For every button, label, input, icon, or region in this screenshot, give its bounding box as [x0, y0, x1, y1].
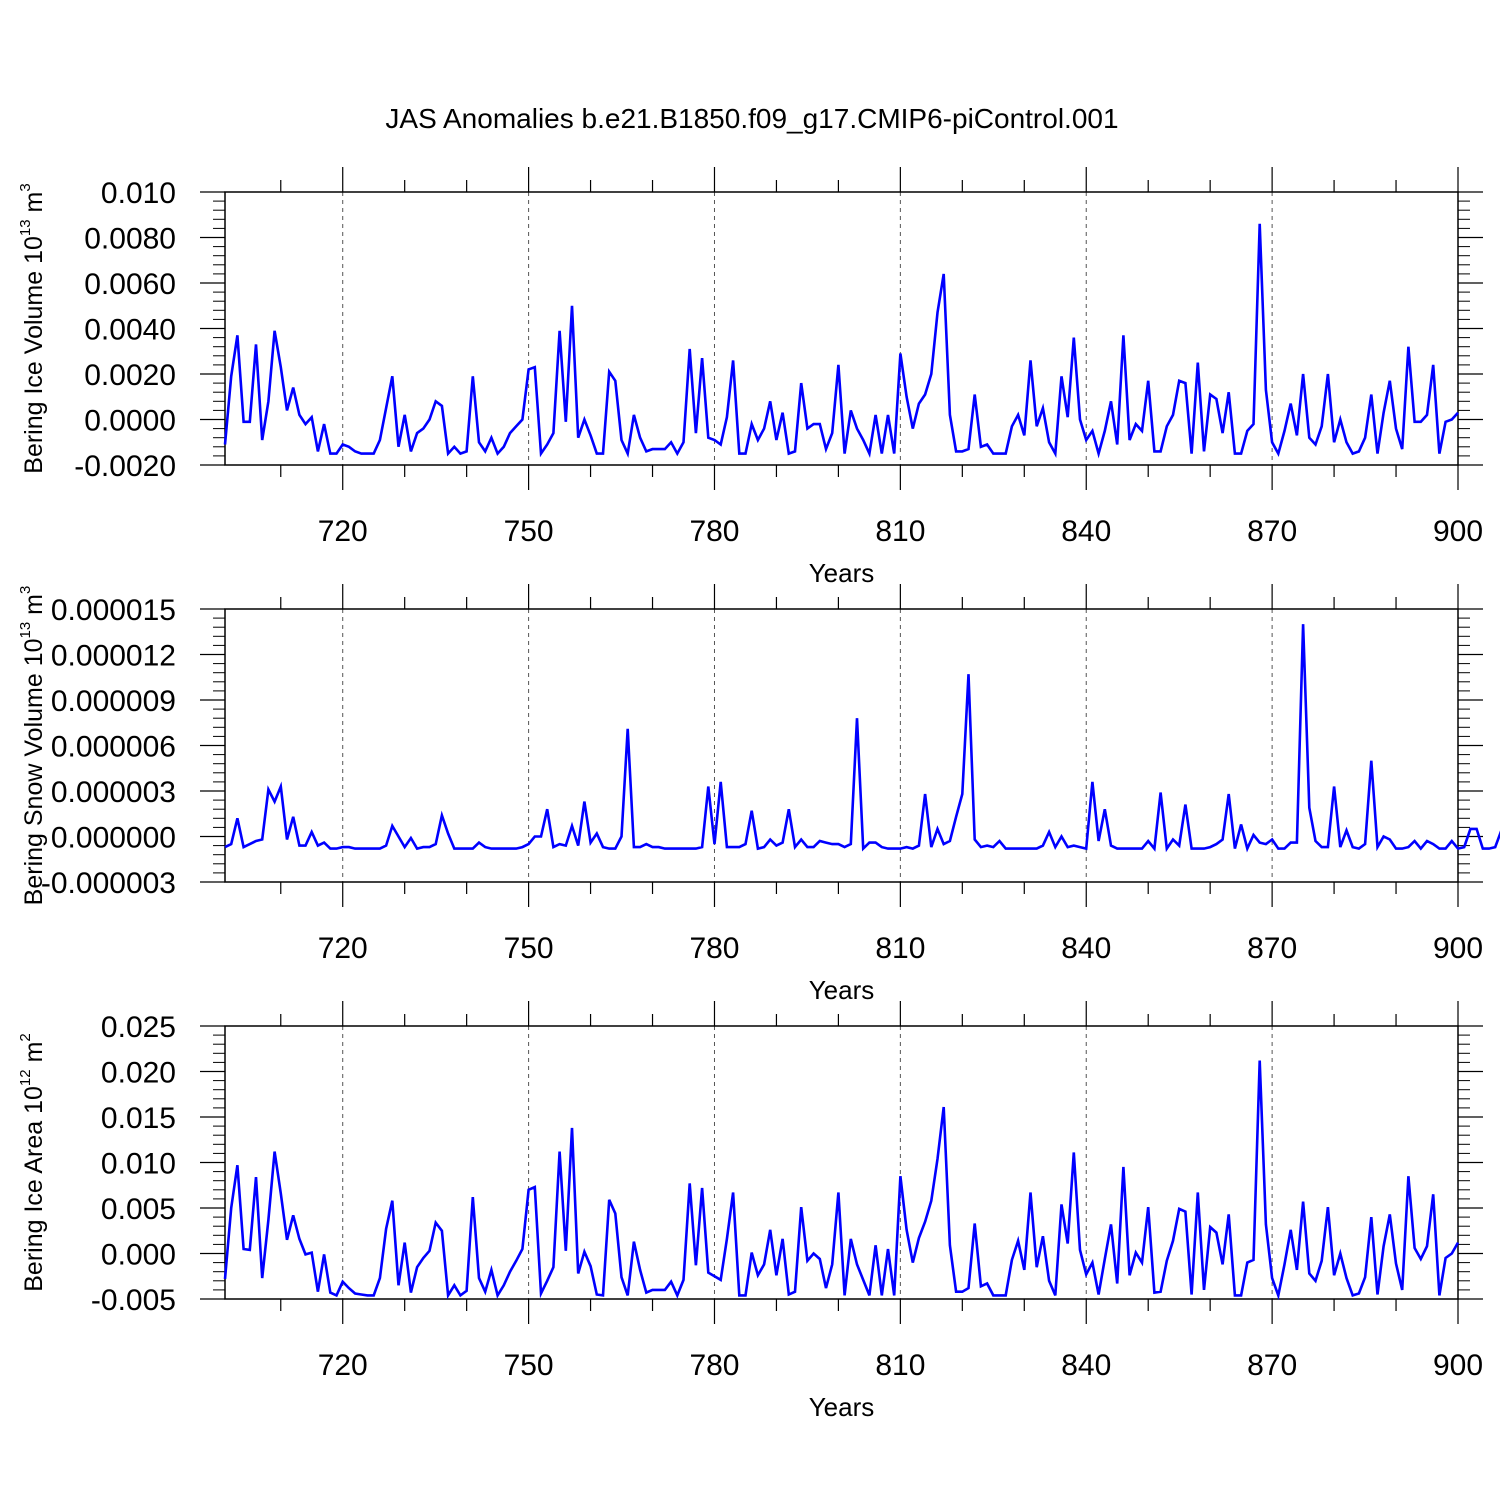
chart-panel-1: -0.0020 0.0000 0.0020 0.0040 0.0060 0.0080 0.0… — [17, 167, 1483, 588]
chart-panels: -0.0020 0.0000 0.0020 0.0040 0.0060 0.0080 0.0… — [17, 167, 1500, 1422]
y-tick-label: 0.000006 — [51, 731, 176, 764]
y-tick-label: 0.010 — [101, 1148, 176, 1181]
y-tick-label: 0.000012 — [51, 640, 176, 673]
x-tick-label: 720 — [318, 515, 368, 548]
x-tick-label: 840 — [1061, 1349, 1111, 1382]
x-tick-label: 750 — [504, 515, 554, 548]
chart-panel-2: -0.000003 0.000000 0.000003 0.000006 0.00000… — [17, 584, 1500, 1005]
y-tick-label: 0.000015 — [51, 594, 176, 627]
x-tick-label: 810 — [875, 1349, 925, 1382]
figure-title: JAS Anomalies b.e21.B1850.f09_g17.CMIP6-… — [385, 103, 1118, 134]
x-tick-label: 810 — [875, 515, 925, 548]
y-tick-label: 0.000003 — [51, 776, 176, 809]
x-tick-label: 900 — [1433, 932, 1483, 965]
y-axis-label-part: Bering Snow Volume 10 — [20, 638, 48, 905]
x-axis-label: Years — [809, 558, 875, 588]
y-tick-label: 0.000009 — [51, 685, 176, 718]
y-tick-label: 0.0060 — [84, 268, 176, 301]
y-tick-label: -0.0020 — [74, 450, 176, 483]
y-tick-label: 0.000 — [101, 1239, 176, 1272]
x-axis-label: Years — [809, 1392, 875, 1422]
y-axis-label-part: Bering Ice Area 10 — [20, 1086, 48, 1292]
y-axis-label-part: Bering Ice Volume 10 — [20, 236, 48, 474]
x-tick-label: 810 — [875, 932, 925, 965]
y-axis-label: Bering Ice Area 1012 m2 — [17, 1033, 48, 1292]
y-tick-label: 0.010 — [101, 177, 176, 210]
x-tick-label: 720 — [318, 932, 368, 965]
y-axis-label: Bering Snow Volume 1013 m3 — [17, 586, 48, 906]
y-tick-label: 0.005 — [101, 1193, 176, 1226]
y-tick-label: 0.000000 — [51, 822, 176, 855]
data-series-line — [224, 624, 1500, 853]
y-tick-label: 0.0000 — [84, 405, 176, 438]
x-tick-label: 840 — [1061, 932, 1111, 965]
x-tick-label: 900 — [1433, 515, 1483, 548]
y-tick-label: 0.025 — [101, 1011, 176, 1044]
y-tick-label: 0.015 — [101, 1102, 176, 1135]
x-tick-label: 780 — [689, 515, 739, 548]
y-axis-label-part: 3 — [17, 183, 34, 191]
y-tick-label: 0.020 — [101, 1057, 176, 1090]
x-tick-label: 780 — [689, 1349, 739, 1382]
y-axis-label-part: m — [20, 1042, 48, 1070]
y-axis-label: Bering Ice Volume 1013 m3 — [17, 183, 48, 473]
x-tick-label: 840 — [1061, 515, 1111, 548]
x-tick-label: 720 — [318, 1349, 368, 1382]
chart-panel-3: -0.005 0.000 0.005 0.010 0.015 0.020 0.025 720 7… — [17, 1001, 1483, 1422]
x-tick-label: 750 — [504, 1349, 554, 1382]
x-tick-label: 780 — [689, 932, 739, 965]
y-axis-label-part: 2 — [17, 1033, 34, 1041]
x-axis-label: Years — [809, 975, 875, 1005]
y-axis-label-part: 12 — [17, 1069, 34, 1086]
y-tick-label: 0.0080 — [84, 223, 176, 256]
y-axis-label-part: 13 — [17, 219, 34, 236]
y-tick-label: -0.000003 — [41, 867, 176, 900]
x-tick-label: 750 — [504, 932, 554, 965]
y-tick-label: -0.005 — [91, 1284, 176, 1317]
y-tick-label: 0.0040 — [84, 314, 176, 347]
y-axis-label-part: m — [20, 192, 48, 220]
x-tick-label: 870 — [1247, 1349, 1297, 1382]
x-tick-label: 870 — [1247, 932, 1297, 965]
y-axis-label-part: 13 — [17, 622, 34, 639]
y-axis-label-part: m — [20, 594, 48, 622]
x-tick-label: 870 — [1247, 515, 1297, 548]
y-tick-label: 0.0020 — [84, 359, 176, 392]
x-tick-label: 900 — [1433, 1349, 1483, 1382]
y-axis-label-part: 3 — [17, 586, 34, 594]
data-series-line — [223, 1060, 1460, 1301]
data-series-line — [223, 223, 1459, 459]
